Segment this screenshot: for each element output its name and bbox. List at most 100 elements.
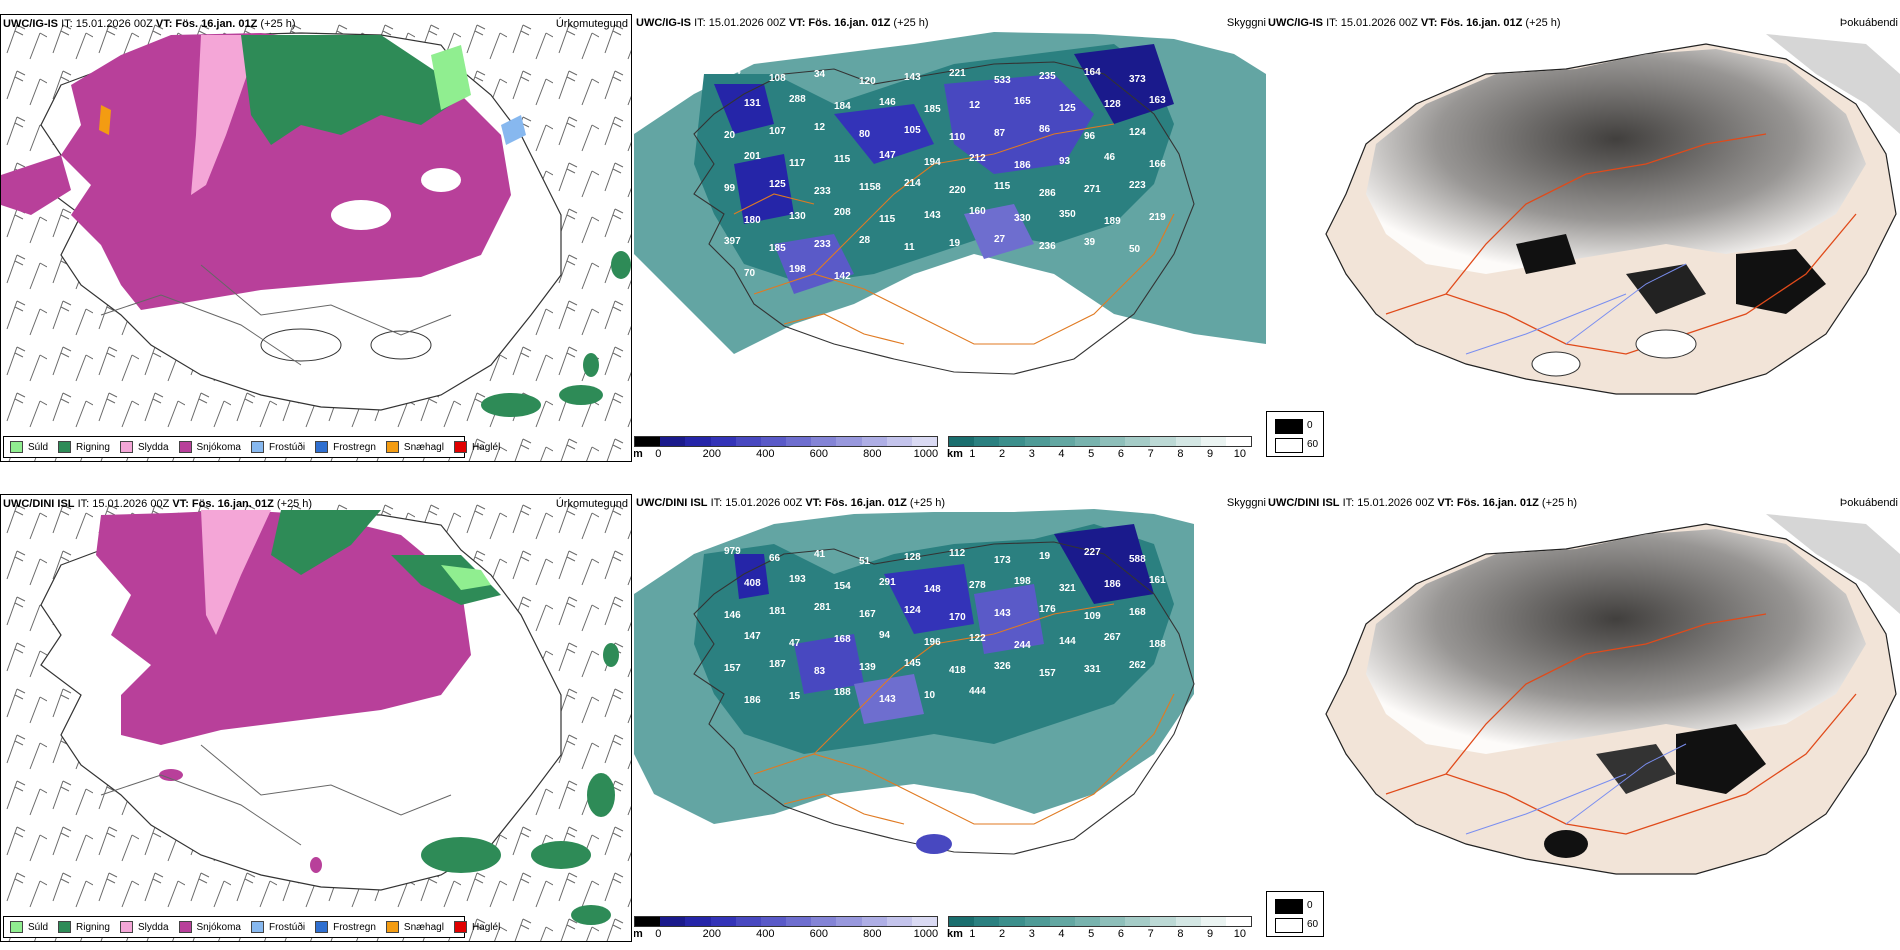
precip-map-row1 [1,15,631,461]
tick-label: 3 [1028,928,1035,940]
height-label: 164 [1084,67,1101,78]
legend-item: Súld [10,921,48,933]
tick-label: 9 [1207,448,1214,460]
height-label: 187 [769,659,786,670]
colorbar-segment [811,437,837,446]
height-label: 168 [1129,607,1146,618]
height-label: 157 [1039,668,1056,679]
lead-time: (+25 h) [1525,17,1561,29]
swatch [58,441,72,453]
height-label: 120 [859,76,876,87]
tick-label: 10 [1233,448,1246,460]
height-label: 124 [1129,127,1146,138]
height-label: 1158 [859,182,881,193]
height-label: 212 [969,153,986,164]
precip-title-row2: UWC/DINI ISL IT: 15.01.2026 00Z VT: Fös.… [3,498,312,510]
height-label: 93 [1059,156,1071,167]
colorbar-segment [760,437,787,446]
tick-label: 1 [969,928,976,940]
height-label: 80 [859,129,871,140]
visibility-colorbar [948,916,1252,927]
height-label: 15 [789,691,801,702]
fog-map-row2 [1325,514,1900,875]
height-label: 220 [949,185,966,196]
height-label: 131 [744,98,761,109]
height-colorbar [634,436,938,447]
height-label: 208 [834,207,851,218]
colorbar-segment [760,917,787,926]
colorbar-segment [1225,437,1252,446]
panel-type-label: Skyggni [1226,497,1266,509]
colorbar-segment [786,917,812,926]
height-label: 233 [814,239,831,250]
height-label: 176 [1039,604,1056,615]
height-label: 185 [924,104,941,115]
height-label: 397 [724,236,741,247]
height-label: 19 [949,238,961,249]
tick-label: 7 [1147,448,1154,460]
height-label: 50 [1129,244,1141,255]
height-label: 96 [1084,131,1096,142]
valid-time: Fös. 16.jan. 01Z [191,498,274,510]
height-label: 51 [859,556,871,567]
swatch [315,441,329,453]
legend-item: Haglél [453,441,500,453]
colorbar-segment [911,917,938,926]
tick-label: 3 [1028,448,1035,460]
lead-time: (+25 h) [893,17,929,29]
height-label: 147 [879,150,896,161]
colorbar-segment [1150,917,1176,926]
fog-legend-row2: 0 60 [1266,891,1324,937]
swatch [315,921,329,933]
precip-legend-row2: Súld Rigning Slydda Snjókoma Frostúði Fr… [3,916,500,938]
cloud-map-row2: 979 66 41 51 128 112 173 19 227 588 408 193 154 291 14… [634,509,1195,855]
tick-label: 400 [756,448,775,460]
cloud-panel-row1: 294 108 34 120 143 221 533 235 164 373 131 288 184 14… [634,14,1266,462]
colorbar-segment [861,917,887,926]
height-label: 145 [904,658,921,669]
colorbar-segment [811,917,837,926]
height-labels-row2: 979 66 41 51 128 112 173 19 227 588 408 193 154 291 14… [724,546,1166,706]
height-label: 143 [904,72,921,83]
swatch [178,441,192,453]
tick-label: 1000 [913,448,939,460]
legend-item: Súld [10,441,48,453]
tick-label: 10 [1233,928,1246,940]
model-name: UWC/IG-IS [636,17,691,29]
height-label: 233 [814,186,831,197]
colorbar-segment [974,917,1000,926]
visibility-scale-row1: km 1 2 3 4 5 6 7 8 9 10 [947,436,1252,461]
height-label: 167 [859,609,876,620]
model-name: UWC/DINI ISL [1268,497,1340,509]
height-label: 163 [1149,95,1166,106]
legend-item: Rigning [58,441,110,453]
colorbar-segment [1225,917,1252,926]
tick-label: 200 [702,928,721,940]
height-label: 186 [1104,579,1121,590]
tick-label: 800 [863,448,882,460]
tick-label: 600 [809,928,829,940]
tick-label: 1 [969,448,976,460]
height-label: 331 [1084,664,1101,675]
height-label: 193 [789,574,806,585]
tick-label: 5 [1088,928,1095,940]
height-label: 189 [1104,216,1121,227]
height-label: 160 [969,206,986,217]
precip-map-row2 [1,495,631,941]
legend-item: Snjókoma [178,441,241,453]
legend-item: Slydda [119,441,169,453]
swatch [58,921,72,933]
init-time: IT: 15.01.2026 00Z [710,497,803,509]
height-label: 115 [834,154,851,165]
height-label: 330 [1014,213,1031,224]
visibility-ticks: km 1 2 3 4 5 6 7 8 9 10 [947,448,1246,460]
colorbar-segment [685,917,711,926]
height-label: 188 [834,687,851,698]
colorbar-segment [735,917,761,926]
tick-label: 6 [1117,928,1124,940]
legend-item: Slydda [119,921,169,933]
model-name: UWC/DINI ISL [3,498,75,510]
colorbar-segment [660,917,686,926]
height-label: 267 [1104,632,1121,643]
tick-label: 4 [1058,928,1065,940]
